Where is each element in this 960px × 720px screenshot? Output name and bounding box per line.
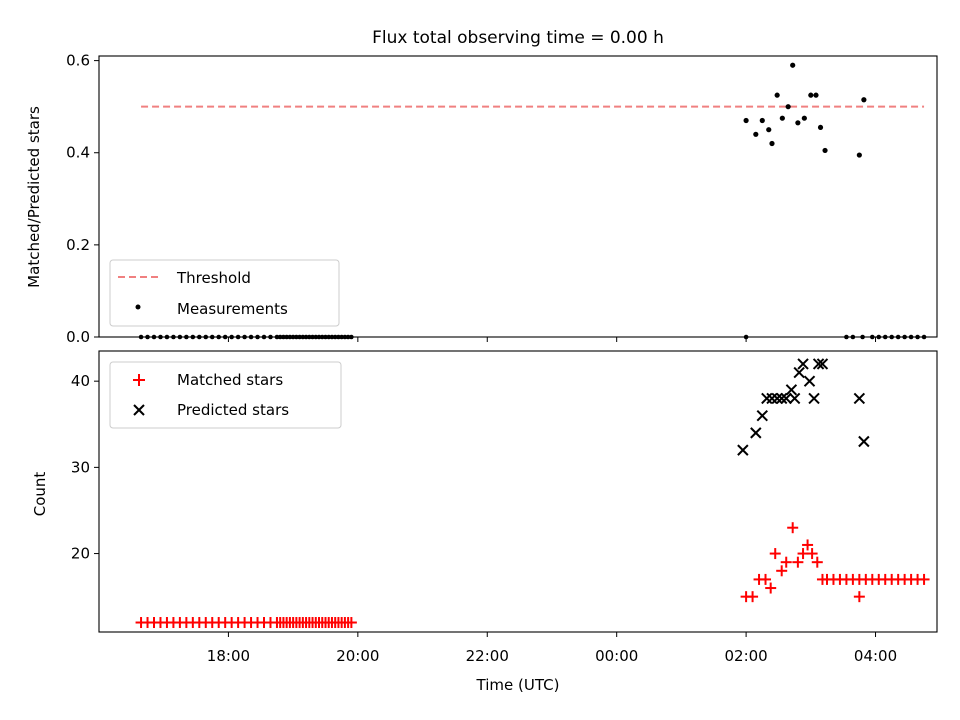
matched-star-point [765,582,777,594]
x-tick-label: 02:00 [724,647,767,665]
matched-star-point [811,556,823,568]
measurement-point [766,127,772,133]
matched-star-point [760,573,772,585]
measurement-point [774,92,780,98]
measurement-point [769,140,775,147]
ratio-ylabel: Matched/Predicted stars [25,106,43,288]
legend-predicted-label: Predicted stars [177,401,289,419]
measurement-point [785,104,791,110]
matched-star-point [792,556,804,568]
legend-measurements-dot-icon [135,304,141,310]
measurement-point [779,115,785,121]
predicted-star-point [797,358,809,370]
predicted-star-point [766,392,778,405]
ratio-y-tick-label: 0.4 [66,144,90,162]
counts-axes-frame [98,350,938,633]
ratio-legend-frame [109,259,340,327]
predicted-star-point [775,392,788,405]
legend-matched-label: Matched stars [177,371,283,389]
matched-star-point [780,556,792,568]
ratio-legend: Threshold Measurements [109,259,340,327]
ratio-y-tick-label: 0.6 [66,52,90,70]
matched-star-point [747,591,759,603]
measurement-point [801,115,807,121]
predicted-star-point [780,392,792,405]
measurement-point [817,124,824,131]
legend-matched-plus-icon [133,374,145,386]
x-tick-label: 04:00 [854,647,897,665]
matched-star-point [769,548,781,560]
counts-y-tick-label: 20 [71,545,90,563]
measurement-point [856,152,862,158]
measurement-point [753,131,759,137]
measurement-point [790,62,796,68]
ratio-ticks: 0.0 0.2 0.4 0.6 [66,52,99,346]
predicted-star-point [793,366,805,379]
chart-title: Flux total observing time = 0.00 h [372,28,664,48]
predicted-star-point [788,392,801,405]
x-tick-label: 22:00 [466,647,509,665]
x-axis-ticks: 18:00 20:00 22:00 00:00 02:00 04:00 [207,337,897,665]
counts-ticks: 20 30 40 [71,372,99,563]
predicted-star-point [853,392,866,405]
measurement-point [743,117,749,124]
predicted-star-point [750,427,762,439]
predicted-star-point [812,358,825,370]
legend-measurements-label: Measurements [177,300,288,318]
matched-star-point [806,548,818,560]
x-tick-label: 00:00 [595,647,638,665]
counts-y-tick-label: 40 [71,372,90,390]
ratio-y-tick-label: 0.2 [66,236,90,254]
x-axis-label: Time (UTC) [476,676,560,694]
predicted-star-point [858,435,870,448]
ratio-axes-frame [98,55,938,338]
matched-star-point [776,565,788,577]
counts-plot-area [135,358,930,629]
predicted-star-point [808,392,820,405]
predicted-star-point [737,444,749,456]
counts-ylabel: Count [31,472,49,517]
counts-legend-frame [109,361,342,429]
measurement-point [795,120,801,126]
measurement-point [808,92,814,98]
legend-threshold-label: Threshold [176,269,251,287]
predicted-star-point [756,409,768,422]
matched-star-point [345,617,357,629]
predicted-star-point [761,392,773,405]
x-tick-label: 18:00 [207,647,250,665]
measurement-point [813,92,819,98]
counts-panel: 20 30 40 Count Matched stars Predicted sta… [31,350,938,633]
legend-predicted-x-icon [133,404,145,416]
predicted-star-point [771,392,783,405]
matched-star-point [918,573,930,585]
ratio-panel: 0.0 0.2 0.4 0.6 Matched/Predicted stars Thr… [25,52,938,346]
predicted-star-point [816,358,829,370]
matched-star-point [787,522,799,534]
matched-star-point [802,539,814,551]
predicted-star-point [785,384,798,396]
ratio-y-tick-label: 0.0 [66,328,90,346]
counts-legend: Matched stars Predicted stars [109,361,342,429]
x-tick-label: 20:00 [336,647,379,665]
measurement-point [822,147,828,154]
predicted-star-point [803,375,816,387]
measurement-point [861,97,867,103]
measurement-point [759,117,765,124]
counts-y-tick-label: 30 [71,458,90,476]
matched-star-point [853,591,865,603]
